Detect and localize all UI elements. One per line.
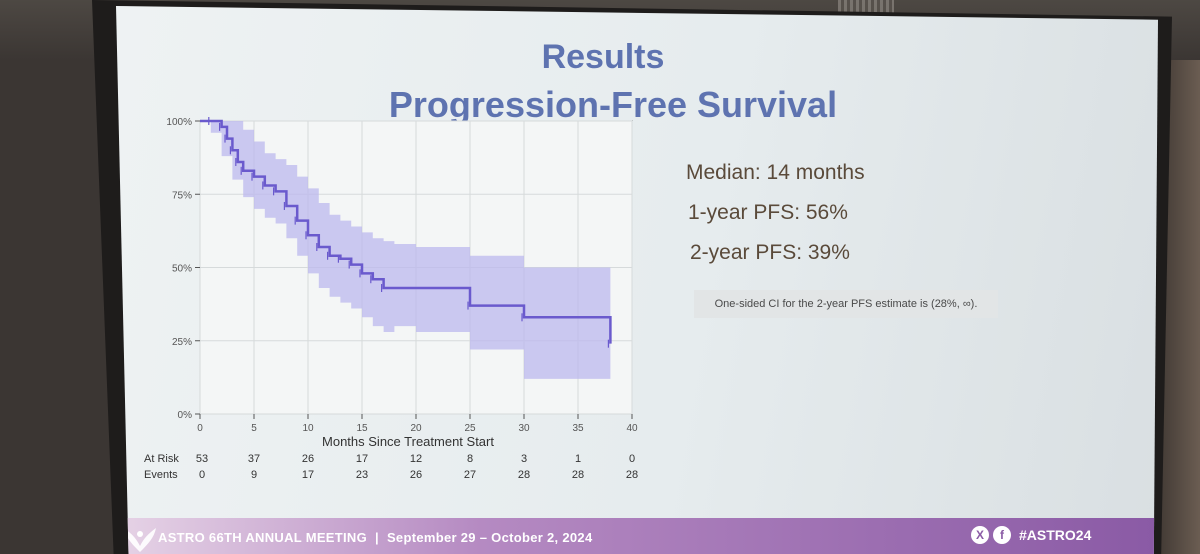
x-tick-label: 35 bbox=[572, 423, 584, 434]
astro-logo-icon bbox=[124, 528, 156, 552]
median-stat: Median: 14 months bbox=[686, 161, 865, 184]
slide-footer: ASTRO 66TH ANNUAL MEETING | September 29 –… bbox=[116, 518, 1158, 554]
risk-table-cell: 0 bbox=[199, 469, 205, 481]
risk-table-row-label: At Risk bbox=[144, 453, 179, 465]
risk-table-cell: 37 bbox=[248, 453, 260, 465]
x-axis-label: Months Since Treatment Start bbox=[322, 434, 494, 449]
x-tick-label: 25 bbox=[464, 423, 476, 434]
presentation-slide: Results Progression-Free Survival 0% 25% 5… bbox=[116, 6, 1158, 554]
social-links: X f #ASTRO24 bbox=[971, 526, 1091, 544]
x-tick-label: 5 bbox=[251, 423, 257, 434]
x-tick-label: 40 bbox=[626, 423, 638, 434]
y-tick-label: 100% bbox=[166, 117, 192, 128]
risk-table-cell: 28 bbox=[518, 469, 530, 481]
risk-table-cell: 1 bbox=[575, 453, 581, 465]
risk-table-cell: 3 bbox=[521, 453, 527, 465]
risk-table-cell: 17 bbox=[356, 453, 368, 465]
stats-panel: Median: 14 months 1-year PFS: 56% 2-year… bbox=[684, 161, 865, 281]
x-tick-label: 15 bbox=[356, 423, 368, 434]
y-tick-label: 25% bbox=[172, 337, 192, 348]
confidence-band bbox=[200, 121, 611, 379]
hashtag: #ASTRO24 bbox=[1019, 527, 1092, 543]
meeting-name: ASTRO 66TH ANNUAL MEETING bbox=[158, 530, 368, 545]
survival-curve bbox=[200, 119, 612, 344]
facebook-icon[interactable]: f bbox=[993, 526, 1011, 544]
risk-table-cell: 28 bbox=[572, 469, 584, 481]
x-tick-label: 20 bbox=[410, 423, 422, 434]
risk-table-cell: 26 bbox=[410, 469, 422, 481]
risk-table-cell: 23 bbox=[356, 469, 368, 481]
slide-subtitle: Progression-Free Survival bbox=[388, 84, 838, 125]
risk-table-row-label: Events bbox=[144, 469, 178, 481]
footer-separator: | bbox=[375, 530, 379, 545]
risk-table-cell: 26 bbox=[302, 453, 314, 465]
ci-note-box: One-sided CI for the 2-year PFS estimate… bbox=[694, 290, 998, 318]
risk-table-cell: 12 bbox=[410, 453, 422, 465]
risk-table-cell: 27 bbox=[464, 469, 476, 481]
risk-table-cell: 28 bbox=[626, 469, 638, 481]
x-tick-label: 0 bbox=[197, 423, 203, 434]
risk-table-cell: 0 bbox=[629, 453, 635, 465]
footer-meeting-text: ASTRO 66TH ANNUAL MEETING | September 29 –… bbox=[158, 530, 593, 545]
one-year-pfs-stat: 1-year PFS: 56% bbox=[688, 201, 848, 224]
x-tick-label: 10 bbox=[302, 423, 314, 434]
y-tick-label: 75% bbox=[172, 190, 192, 201]
risk-table-cell: 8 bbox=[467, 453, 473, 465]
risk-table-cell: 17 bbox=[302, 469, 314, 481]
x-icon[interactable]: X bbox=[971, 526, 989, 544]
risk-table-cell: 53 bbox=[196, 453, 208, 465]
two-year-pfs-stat: 2-year PFS: 39% bbox=[690, 241, 850, 264]
risk-table-cell: 9 bbox=[251, 469, 257, 481]
x-tick-label: 30 bbox=[518, 423, 530, 434]
y-tick-label: 0% bbox=[178, 410, 193, 421]
slide-title: Results bbox=[541, 38, 665, 76]
meeting-dates: September 29 – October 2, 2024 bbox=[386, 530, 593, 545]
y-tick-label: 50% bbox=[172, 264, 192, 275]
